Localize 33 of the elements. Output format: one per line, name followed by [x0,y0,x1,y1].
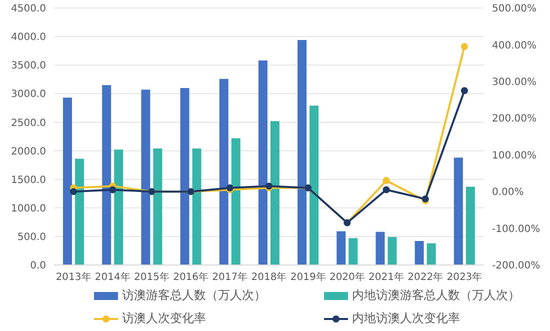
y-tick-label: 4000.0 [11,32,46,44]
x-tick-label: 2019年 [290,271,326,284]
y2-tick-label: 100.00% [492,150,536,162]
y2-tick-label: 300.00% [492,76,536,88]
y2-tick-label: 0.00% [492,187,524,198]
x-tick-label: 2014年 [94,271,130,284]
y-tick-label: 0.0 [30,260,46,272]
y-tick-label: 3500.0 [11,60,46,72]
x-tick-label: 2023年 [446,271,482,284]
x-tick-label: 2017年 [212,271,248,284]
y-tick-label: 4500.0 [11,4,46,15]
y-tick-label: 3000.0 [11,89,46,100]
y-tick-label: 1000.0 [11,203,46,214]
x-tick-label: 2015年 [134,271,170,284]
y-tick-label: 1500.0 [11,174,46,186]
x-tick-label: 2021年 [368,271,404,284]
y-tick-label: 500.0 [17,232,46,243]
x-tick-label: 2013年 [56,271,92,284]
x-tick-label: 2018年 [251,271,287,284]
x-tick-label: 2016年 [173,271,209,284]
y2-tick-label: 400.00% [492,40,536,52]
y-tick-label: 2500.0 [11,118,46,129]
y-tick-label: 2000.0 [11,146,46,158]
legend-label: 访澳人次变化率 [122,310,206,327]
x-tick-label: 2020年 [329,271,365,284]
legend-label: 内地访澳人次变化率 [352,310,460,327]
x-tick-label: 2022年 [408,271,444,284]
y2-tick-label: -200.00% [492,260,540,272]
legend-label: 访澳游客总人数（万人次） [122,287,266,304]
y2-tick-label: 500.00% [492,4,536,15]
y2-tick-label: 200.00% [492,114,536,125]
legend-label: 内地访澳游客总人数（万人次） [352,287,520,304]
y2-tick-label: -100.00% [492,224,540,235]
